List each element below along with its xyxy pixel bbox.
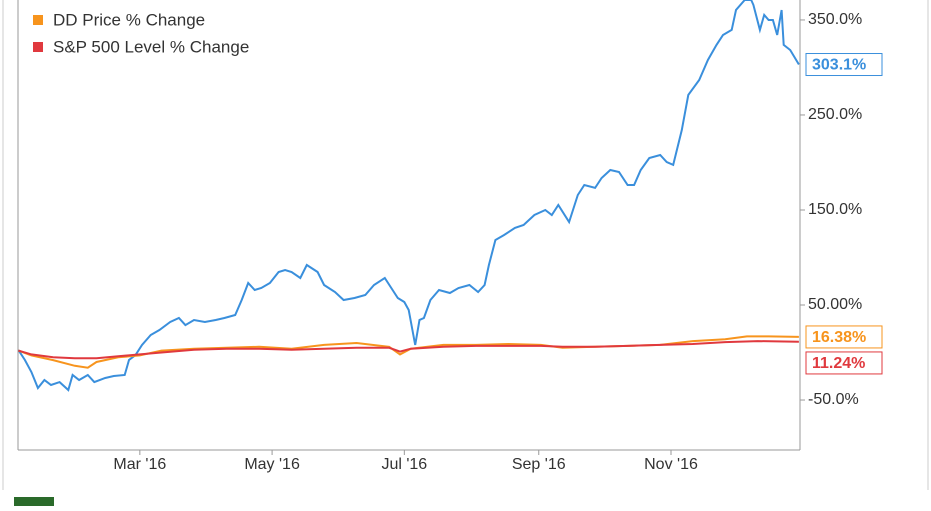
- legend-swatch: [33, 42, 43, 52]
- legend-label: DD Price % Change: [53, 10, 205, 29]
- x-tick-label: Nov '16: [644, 456, 698, 473]
- end-label: 11.24%: [812, 355, 865, 372]
- x-tick-label: May '16: [244, 456, 300, 473]
- y-tick-label: 150.0%: [808, 201, 862, 218]
- end-label: 16.38%: [812, 329, 866, 346]
- line-series: [18, 0, 800, 392]
- end-label-box: [805, 53, 883, 77]
- legend-swatch: [33, 15, 43, 25]
- line-series: [18, 335, 799, 369]
- y-tick-label: -50.0%: [808, 391, 859, 408]
- legend-box: [20, 0, 295, 70]
- logo: [14, 497, 54, 506]
- line-series: [18, 340, 799, 360]
- y-tick-label: 50.00%: [808, 296, 862, 313]
- y-tick-label: 250.0%: [808, 106, 862, 123]
- legend-label: S&P 500 Level % Change: [53, 37, 249, 56]
- x-tick-label: Sep '16: [512, 456, 566, 473]
- x-tick-label: Jul '16: [381, 456, 427, 473]
- end-label-box: [805, 325, 883, 349]
- y-tick-label: 350.0%: [808, 11, 862, 28]
- end-label: 303.1%: [812, 57, 866, 74]
- plot-area: [18, 0, 800, 392]
- x-tick-label: Mar '16: [113, 456, 166, 473]
- end-label-box: [805, 351, 883, 375]
